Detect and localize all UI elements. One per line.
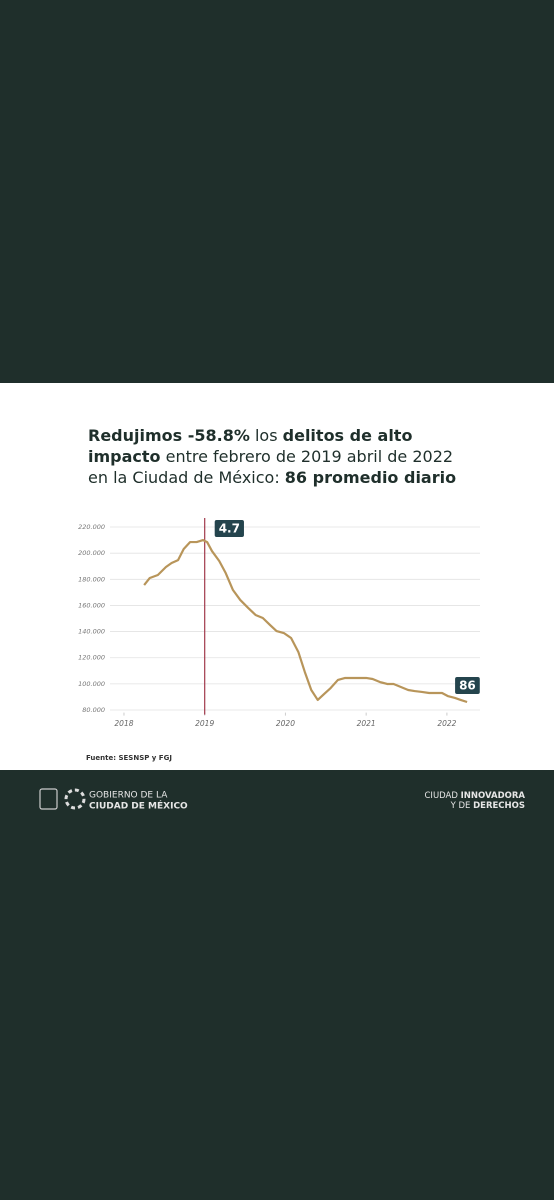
title-line: impacto entre febrero de 2019 abril de 2… — [88, 447, 453, 466]
title-line: Redujimos -58.8% los delitos de alto — [88, 426, 412, 445]
x-tick-label: 2022 — [437, 719, 456, 728]
x-tick-label: 2021 — [357, 719, 376, 728]
title-segment: impacto — [88, 447, 161, 466]
title: Redujimos -58.8% los delitos de alto imp… — [88, 426, 456, 487]
footer-right-segment: CIUDAD — [425, 791, 461, 801]
y-tick-label: 220.000 — [78, 523, 105, 531]
title-segment: entre febrero de 2019 abril de 2022 — [161, 447, 454, 466]
footer-right-segment: Y DE — [450, 801, 474, 811]
badge — [455, 677, 480, 695]
badge-label: 86 — [459, 679, 476, 693]
y-tick-label: 180.000 — [78, 575, 105, 583]
title-segment: delitos de alto — [283, 426, 413, 445]
footer-right-line: CIUDAD INNOVADORA — [425, 791, 526, 801]
x-tick-label: 2018 — [114, 719, 133, 728]
y-tick-label: 80.000 — [82, 706, 105, 714]
title-segment: los — [250, 426, 283, 445]
plot: 80.000 100.000 120.000 140.000 160.000 180.00… — [78, 518, 480, 728]
y-tick-label: 120.000 — [78, 654, 105, 662]
badge — [214, 520, 244, 537]
x-tick-label: 2019 — [195, 719, 214, 728]
y-tick-label: 140.000 — [78, 628, 105, 636]
card — [0, 383, 554, 770]
footer-left: CIUDAD DE MÉXICO — [89, 800, 188, 812]
y-tick-label: 200.000 — [78, 549, 105, 557]
source: Fuente: SESNSP y FGJ — [86, 754, 172, 762]
title-segment: en la Ciudad de México: — [88, 468, 285, 487]
x-tick-label: 2020 — [276, 719, 295, 728]
title-line: en la Ciudad de México: 86 promedio diar… — [88, 468, 456, 487]
line — [143, 539, 468, 704]
title-segment: Redujimos -58.8% — [88, 426, 250, 445]
y-tick-label: 160.000 — [78, 601, 105, 609]
logo — [39, 788, 86, 810]
badge-label: 4.7 — [219, 522, 240, 536]
footer-right-segment: DERECHOS — [473, 801, 525, 811]
title-segment: 86 promedio diario — [285, 468, 456, 487]
footer-left: GOBIERNO DE LA — [89, 791, 168, 801]
y-tick-label: 100.000 — [78, 680, 105, 688]
footer-right-segment: INNOVADORA — [461, 791, 526, 801]
footer-right-line: Y DE DERECHOS — [450, 801, 525, 811]
